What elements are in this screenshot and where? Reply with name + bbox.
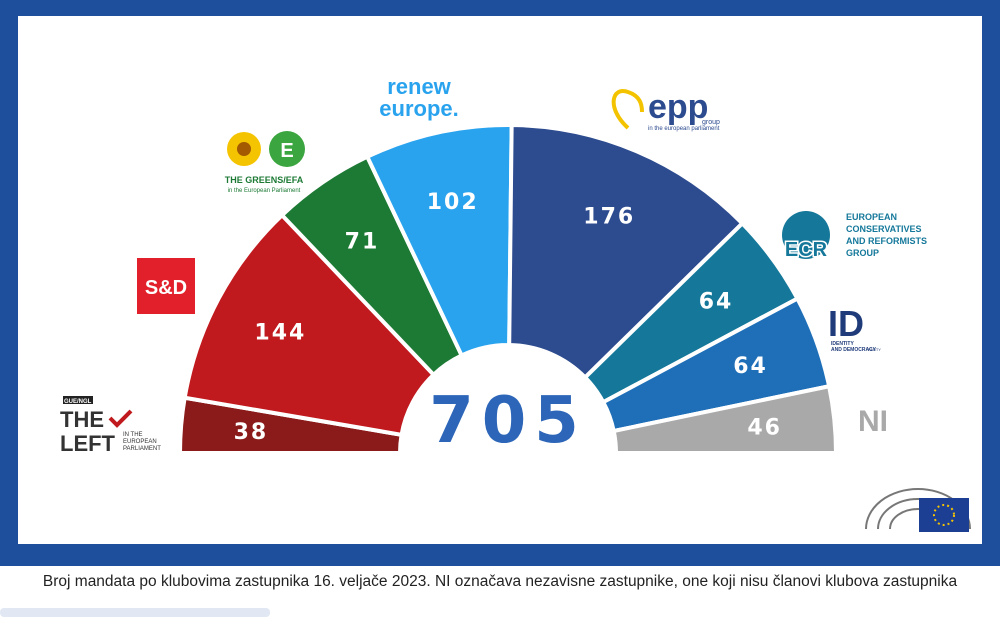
epp-logo: epp group in the european parliament (611, 88, 720, 132)
epp-logo-main: epp (648, 88, 708, 126)
ecr-logo-line1: EUROPEAN (846, 212, 897, 222)
segment-value-label: 144 (254, 321, 306, 346)
segment-value-label: 64 (699, 289, 734, 314)
id-logo-line2: AND DEMOCRACY (831, 347, 877, 353)
epp-logo-group: group (702, 119, 720, 126)
segment-value-label: 102 (427, 190, 479, 215)
parliament-chart: 38 144 71 102 176 64 64 46 705 GUE/NGL THE LEFT… (60, 74, 971, 532)
left-logo-main2: LEFT (60, 431, 116, 456)
left-logo-sub1: IN THE (123, 432, 143, 438)
segment-epp (507, 122, 746, 381)
segment-ni (611, 383, 839, 455)
greens-logo-main: THE GREENS/EFA (225, 175, 304, 185)
ecr-logo-line2: CONSERVATIVES (846, 224, 922, 234)
ecr-logo-line4: GROUP (846, 248, 879, 258)
id-logo-abbr: ID (828, 303, 864, 344)
renew-logo: renew europe. (379, 74, 458, 121)
renew-logo-line2: europe. (379, 96, 458, 121)
segment-value-label: 71 (345, 229, 380, 254)
ecr-lion-icon (782, 211, 830, 259)
sunflower-center-icon (237, 142, 251, 156)
left-logo-top: GUE/NGL (64, 399, 92, 405)
left-logo-main1: THE (60, 407, 104, 432)
ni-label: NI (858, 405, 888, 438)
sd-logo: S&D (137, 258, 195, 314)
sd-logo-box (137, 258, 195, 314)
segment-labels-group: 38 144 71 102 176 64 64 46 (234, 190, 782, 445)
segment-value-label: 38 (234, 420, 269, 445)
id-logo: ID IDENTITY AND DEMOCRACY PARTY (828, 303, 881, 353)
eu-flag-icon (919, 498, 969, 532)
segments-group (177, 122, 839, 455)
scrollbar-hint (0, 608, 270, 617)
ecr-logo-line3: AND REFORMISTS (846, 236, 927, 246)
greens-logo-sub: in the European Parliament (228, 188, 301, 194)
svg-text:E: E (280, 140, 293, 162)
segment-s-d (182, 212, 437, 438)
id-logo-line3: PARTY (868, 347, 881, 352)
greens-logo: E THE GREENS/EFA in the European Parliam… (225, 131, 305, 194)
total-seats-label: 705 (429, 384, 587, 458)
id-logo-line1: IDENTITY (831, 341, 854, 347)
left-logo-sub2: EUROPEAN (123, 439, 157, 445)
chart-caption: Broj mandata po klubovima zastupnika 16.… (42, 573, 958, 590)
left-logo-check-icon (108, 409, 133, 428)
the-left-logo: GUE/NGL THE LEFT IN THE EUROPEAN PARLIAM… (60, 396, 161, 456)
renew-logo-line1: renew (387, 74, 451, 99)
left-logo-sub3: PARLIAMENT (123, 446, 161, 452)
epp-logo-sub: in the european parliament (648, 126, 720, 132)
ecr-logo: ECR EUROPEAN CONSERVATIVES AND REFORMIST… (782, 211, 927, 263)
ep-emblem-logo (865, 488, 971, 532)
ecr-logo-abbr: ECR (785, 239, 828, 261)
left-logo-tag (63, 396, 93, 404)
segment-value-label: 176 (583, 205, 635, 230)
segment-value-label: 46 (747, 416, 782, 441)
sd-logo-text: S&D (145, 277, 187, 299)
epp-heart-icon (611, 89, 644, 130)
greens-e-icon (269, 131, 305, 167)
segment-value-label: 64 (733, 354, 768, 379)
